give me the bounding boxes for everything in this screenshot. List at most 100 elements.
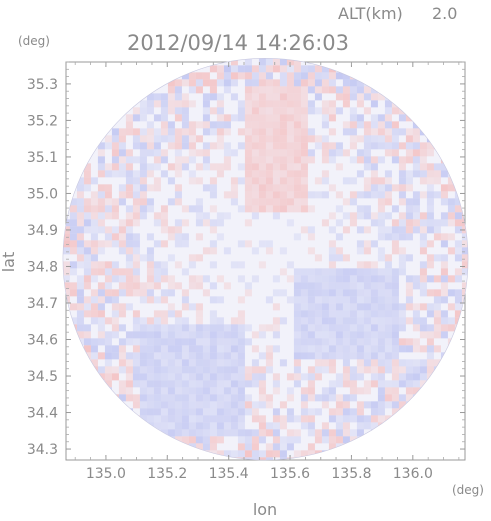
- field-cell: [125, 380, 133, 388]
- field-cell: [398, 401, 406, 409]
- field-cell: [146, 366, 154, 374]
- field-cell: [223, 366, 231, 374]
- field-cell: [412, 198, 420, 206]
- field-cell: [328, 338, 336, 346]
- field-cell: [363, 324, 371, 332]
- field-cell: [167, 163, 175, 171]
- field-cell: [279, 191, 287, 199]
- field-cell: [195, 163, 203, 171]
- field-cell: [251, 121, 259, 129]
- field-cell: [125, 163, 133, 171]
- field-cell: [349, 177, 357, 185]
- field-cell: [349, 310, 357, 318]
- field-cell: [335, 268, 343, 276]
- field-cell: [370, 317, 378, 325]
- field-cell: [391, 219, 399, 227]
- field-cell: [398, 163, 406, 171]
- field-cell: [216, 128, 224, 136]
- field-cell: [363, 275, 371, 283]
- field-cell: [125, 177, 133, 185]
- field-cell: [209, 219, 217, 227]
- field-cell: [293, 359, 301, 367]
- field-cell: [279, 436, 287, 444]
- field-cell: [111, 170, 119, 178]
- field-cell: [405, 275, 413, 283]
- field-cell: [356, 226, 364, 234]
- field-cell: [391, 233, 399, 241]
- altitude-label: ALT(km): [338, 4, 403, 23]
- field-cell: [111, 324, 119, 332]
- field-cell: [349, 331, 357, 339]
- field-cell: [167, 142, 175, 150]
- field-cell: [188, 205, 196, 213]
- field-cell: [125, 156, 133, 164]
- field-cell: [167, 177, 175, 185]
- field-cell: [132, 191, 140, 199]
- field-cell: [419, 219, 427, 227]
- field-cell: [342, 128, 350, 136]
- field-cell: [398, 142, 406, 150]
- field-cell: [230, 387, 238, 395]
- field-cell: [426, 275, 434, 283]
- field-cell: [251, 401, 259, 409]
- field-cell: [139, 359, 147, 367]
- field-cell: [272, 345, 280, 353]
- field-cell: [293, 79, 301, 87]
- field-cell: [279, 93, 287, 101]
- field-cell: [244, 457, 252, 460]
- field-cell: [419, 226, 427, 234]
- field-cell: [209, 163, 217, 171]
- field-cell: [356, 345, 364, 353]
- field-cell: [69, 212, 77, 220]
- field-cell: [321, 422, 329, 430]
- field-cell: [139, 205, 147, 213]
- field-cell: [293, 198, 301, 206]
- field-cell: [265, 177, 273, 185]
- field-cell: [363, 268, 371, 276]
- field-cell: [104, 373, 112, 381]
- field-cell: [146, 107, 154, 115]
- field-cell: [307, 205, 315, 213]
- field-cell: [265, 450, 273, 458]
- field-cell: [377, 296, 385, 304]
- field-cell: [118, 275, 126, 283]
- field-cell: [244, 128, 252, 136]
- field-cell: [251, 212, 259, 220]
- field-cell: [209, 142, 217, 150]
- field-cell: [244, 240, 252, 248]
- field-cell: [90, 338, 98, 346]
- field-cell: [293, 380, 301, 388]
- field-cell: [97, 261, 105, 269]
- field-cell: [335, 149, 343, 157]
- field-cell: [237, 443, 245, 451]
- field-cell: [356, 415, 364, 423]
- field-cell: [237, 296, 245, 304]
- field-cell: [125, 289, 133, 297]
- y-tick-label: 34.6: [27, 333, 58, 349]
- field-cell: [97, 296, 105, 304]
- field-cell: [139, 324, 147, 332]
- field-cell: [419, 233, 427, 241]
- field-cell: [300, 296, 308, 304]
- y-axis-ticks: 34.334.434.534.634.734.834.935.035.135.2…: [27, 61, 465, 458]
- field-cell: [223, 387, 231, 395]
- field-cell: [132, 394, 140, 402]
- field-cell: [251, 191, 259, 199]
- field-cell: [104, 135, 112, 143]
- field-cell: [62, 268, 70, 276]
- field-cell: [258, 170, 266, 178]
- field-cell: [76, 310, 84, 318]
- field-cell: [251, 247, 259, 255]
- field-cell: [153, 380, 161, 388]
- field-cell: [230, 149, 238, 157]
- field-cell: [258, 65, 266, 73]
- field-cell: [272, 100, 280, 108]
- field-cell: [279, 121, 287, 129]
- field-cell: [433, 226, 441, 234]
- field-cell: [265, 65, 273, 73]
- field-cell: [356, 170, 364, 178]
- field-cell: [405, 387, 413, 395]
- field-cell: [118, 156, 126, 164]
- field-cell: [300, 422, 308, 430]
- field-cell: [251, 359, 259, 367]
